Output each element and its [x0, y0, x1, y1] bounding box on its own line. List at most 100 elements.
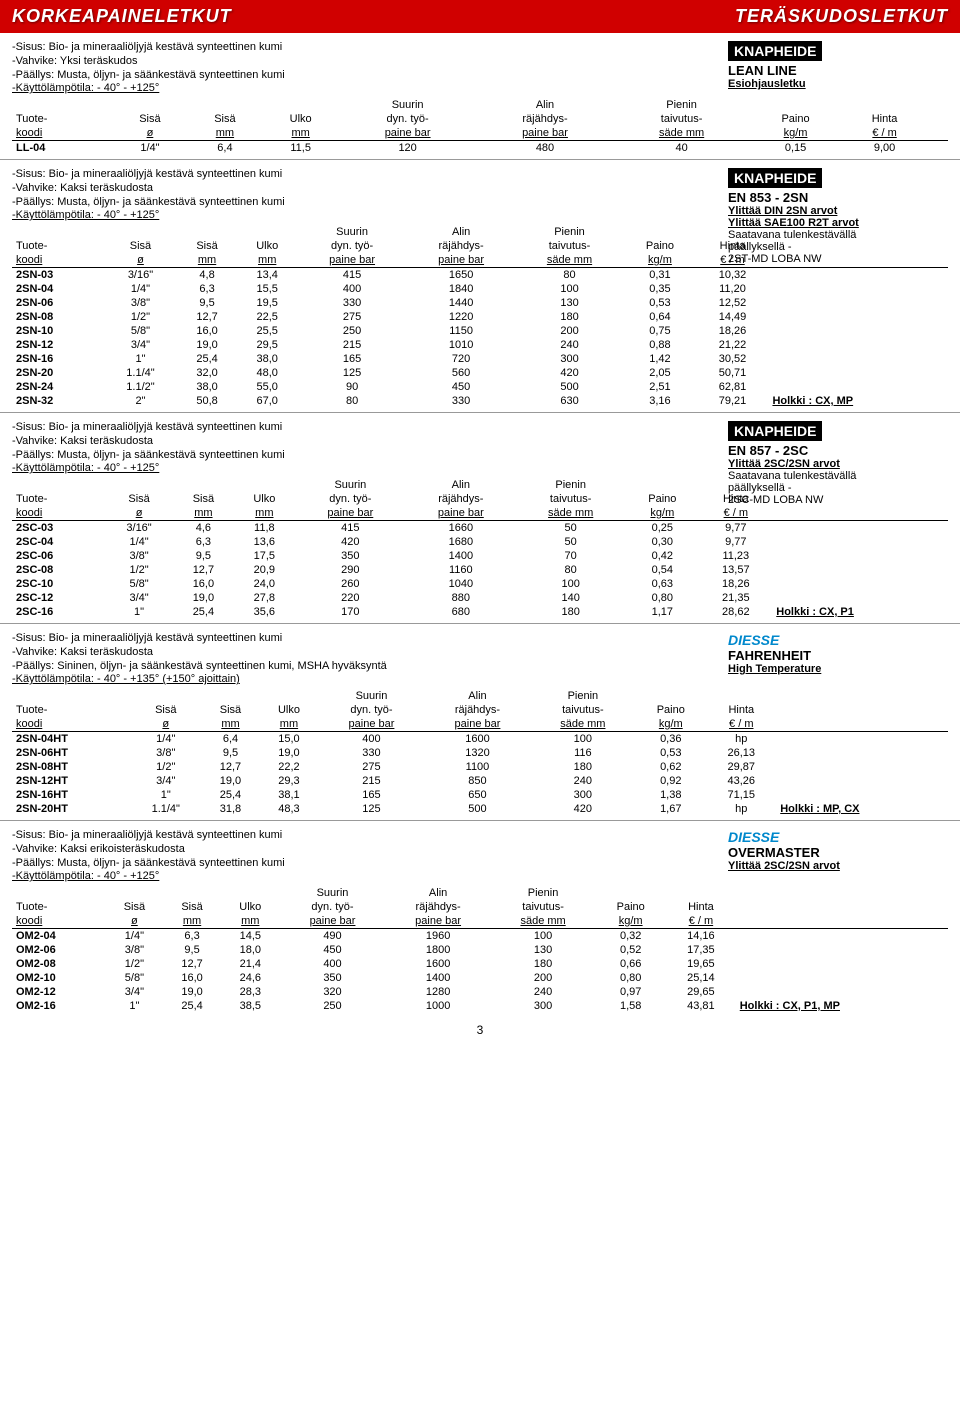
table-cell [772, 577, 948, 591]
table-cell: 1600 [385, 957, 491, 971]
table-row: 2SN-08HT1/2"12,722,227511001800,6229,87 [12, 760, 948, 774]
table-row: 2SN-20HT1.1/4"31,848,31255004201,67hpHol… [12, 802, 948, 816]
table-cell [736, 985, 948, 999]
table-row: 2SC-033/16"4,611,84151660500,259,77 [12, 521, 948, 536]
table-cell: 2SN-03 [12, 268, 104, 283]
table-cell: 170 [295, 605, 405, 619]
table-cell: 24,6 [221, 971, 280, 985]
table-row: 2SN-123/4"19,029,521510102400,8821,22 [12, 338, 948, 352]
table-row: 2SN-081/2"12,722,527512201800,6414,49 [12, 310, 948, 324]
table-cell: 2SN-12 [12, 338, 104, 352]
table-cell: 38,5 [221, 999, 280, 1013]
table-cell: 3/8" [105, 549, 173, 563]
table-cell: 5/8" [104, 324, 178, 338]
table-cell: 100 [491, 929, 595, 944]
table-row: 2SC-081/2"12,720,92901160800,5413,57 [12, 563, 948, 577]
table-cell: 1/2" [106, 957, 164, 971]
table-cell: OM2-16 [12, 999, 106, 1013]
page-header: KORKEAPAINELETKUT TERÄSKUDOSLETKUT [0, 0, 960, 33]
table-cell: 19,5 [237, 296, 298, 310]
table-cell: 6,3 [177, 282, 237, 296]
product-section: -Sisus: Bio- ja mineraaliöljyjä kestävä … [0, 412, 960, 623]
table-cell: 29,3 [259, 774, 318, 788]
model-subtitle: Ylittää 2SC/2SN arvot [728, 860, 948, 872]
brand-info: KNAPHEIDELEAN LINEEsiohjausletku [728, 41, 948, 90]
table-cell: 62,81 [697, 380, 769, 394]
table-cell: 0,36 [635, 732, 706, 747]
brand-logo: KNAPHEIDE [728, 421, 822, 441]
brand-info: KNAPHEIDEEN 857 - 2SCYlittää 2SC/2SN arv… [728, 421, 948, 506]
table-cell: 3/8" [104, 296, 178, 310]
table-cell: 18,26 [699, 577, 772, 591]
table-cell: 0,53 [635, 746, 706, 760]
table-cell: 2SC-08 [12, 563, 105, 577]
table-row: 2SN-322"50,867,0803306303,1679,21Holkki … [12, 394, 948, 408]
table-row: 2SN-033/16"4,813,44151650800,3110,32 [12, 268, 948, 283]
table-cell [768, 268, 948, 283]
extra-info-line: Saatavana tulenkestävällä [728, 229, 948, 241]
table-cell: 6,3 [173, 535, 233, 549]
table-cell: 4,8 [177, 268, 237, 283]
product-section: -Sisus: Bio- ja mineraaliöljyjä kestävä … [0, 623, 960, 820]
table-cell: 19,0 [173, 591, 233, 605]
table-cell: OM2-12 [12, 985, 106, 999]
table-cell: 80 [516, 268, 624, 283]
table-cell: 50,71 [697, 366, 769, 380]
table-cell: 850 [424, 774, 530, 788]
table-cell: 67,0 [237, 394, 298, 408]
header-left: KORKEAPAINELETKUT [12, 6, 232, 27]
table-cell [772, 535, 948, 549]
table-cell: 17,35 [666, 943, 736, 957]
table-cell: 0,80 [595, 971, 666, 985]
table-cell: 19,65 [666, 957, 736, 971]
table-cell: 3/8" [130, 746, 202, 760]
table-cell: 6,4 [187, 141, 262, 156]
extra-info-line: Ylittää SAE100 R2T arvot [728, 217, 948, 229]
table-cell [776, 732, 948, 747]
table-cell: OM2-04 [12, 929, 106, 944]
table-cell: 415 [298, 268, 407, 283]
table-cell: 180 [516, 605, 625, 619]
table-cell: 450 [407, 380, 516, 394]
table-cell: 6,4 [202, 732, 260, 747]
table-cell: Holkki : MP, CX [776, 802, 948, 816]
table-cell: 11,8 [234, 521, 296, 536]
table-cell: 500 [424, 802, 530, 816]
table-row: OM2-123/4"19,028,332012802400,9729,65 [12, 985, 948, 999]
table-cell: 215 [318, 774, 424, 788]
table-cell: 1400 [406, 549, 516, 563]
table-cell: 0,32 [595, 929, 666, 944]
brand-logo: KNAPHEIDE [728, 168, 822, 188]
table-cell: 1,58 [595, 999, 666, 1013]
product-section: -Sisus: Bio- ja mineraaliöljyjä kestävä … [0, 33, 960, 159]
table-cell: 80 [516, 563, 625, 577]
table-cell: 130 [516, 296, 624, 310]
table-cell: 400 [318, 732, 424, 747]
table-cell: 720 [407, 352, 516, 366]
table-cell: 4,6 [173, 521, 233, 536]
table-cell: 3/16" [105, 521, 173, 536]
table-cell: 2,05 [623, 366, 696, 380]
table-cell: 2SC-04 [12, 535, 105, 549]
table-cell: 100 [516, 282, 624, 296]
table-cell: 0,62 [635, 760, 706, 774]
table-cell: Holkki : CX, P1, MP [736, 999, 948, 1013]
table-cell: 1320 [424, 746, 530, 760]
table-cell: 2" [104, 394, 178, 408]
table-row: 2SN-04HT1/4"6,415,040016001000,36hp [12, 732, 948, 747]
table-cell: hp [706, 732, 776, 747]
table-cell: 71,15 [706, 788, 776, 802]
table-cell: 400 [280, 957, 386, 971]
table-cell: 55,0 [237, 380, 298, 394]
table-cell: 0,54 [625, 563, 699, 577]
table-cell: 0,88 [623, 338, 696, 352]
table-cell: 13,6 [234, 535, 296, 549]
table-cell: 420 [530, 802, 635, 816]
table-cell: 100 [516, 577, 625, 591]
table-cell [776, 788, 948, 802]
table-cell: 2SN-06 [12, 296, 104, 310]
table-row: 2SN-06HT3/8"9,519,033013201160,5326,13 [12, 746, 948, 760]
table-cell: 630 [516, 394, 624, 408]
table-row: 2SN-12HT3/4"19,029,32158502400,9243,26 [12, 774, 948, 788]
table-cell: 11,20 [697, 282, 769, 296]
